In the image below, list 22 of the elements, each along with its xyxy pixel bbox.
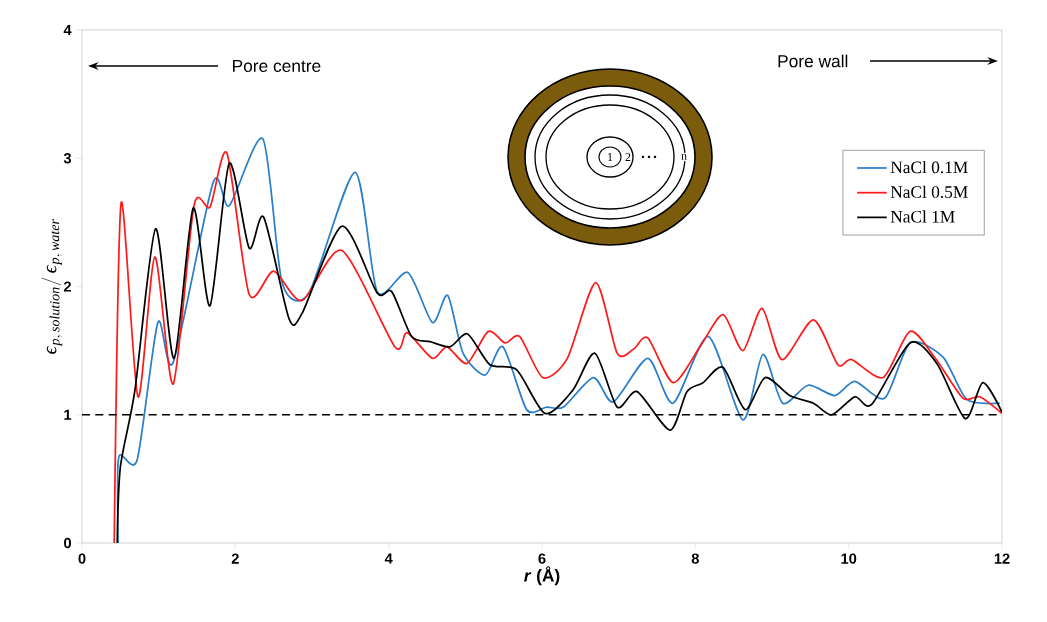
y-tick-label: 4 [63, 24, 72, 36]
y-axis-title: $\varepsilon_{p,\, solution}/\,\varepsilon_{p,\, water}$ [41, 219, 63, 354]
x-tick-label: 4 [384, 553, 393, 564]
annotation: 1 [608, 153, 613, 161]
x-tick-label: 10 [841, 553, 857, 564]
x-tick-label: 0 [78, 553, 86, 564]
x-axis-title: r (Å) [524, 566, 560, 586]
annotation: Pore centre [233, 59, 321, 73]
legend-label: NaCl 0.5M [890, 185, 968, 198]
annotation: n [681, 154, 687, 160]
y-tick-label: 3 [63, 153, 72, 164]
legend-label: NaCl 0.1M [890, 160, 968, 174]
y-tick-label: 0 [64, 537, 71, 549]
x-tick-label: 8 [691, 553, 699, 564]
legend-label: NaCl 1M [890, 210, 955, 223]
y-tick-label: 2 [63, 281, 72, 292]
x-tick-label: 6 [538, 553, 546, 564]
annotation: 2 [625, 153, 631, 161]
y-tick-label: 1 [64, 409, 72, 420]
x-tick-label: 12 [994, 553, 1010, 564]
x-tick-label: 2 [231, 553, 239, 564]
annotation: Pore wall [778, 54, 848, 68]
